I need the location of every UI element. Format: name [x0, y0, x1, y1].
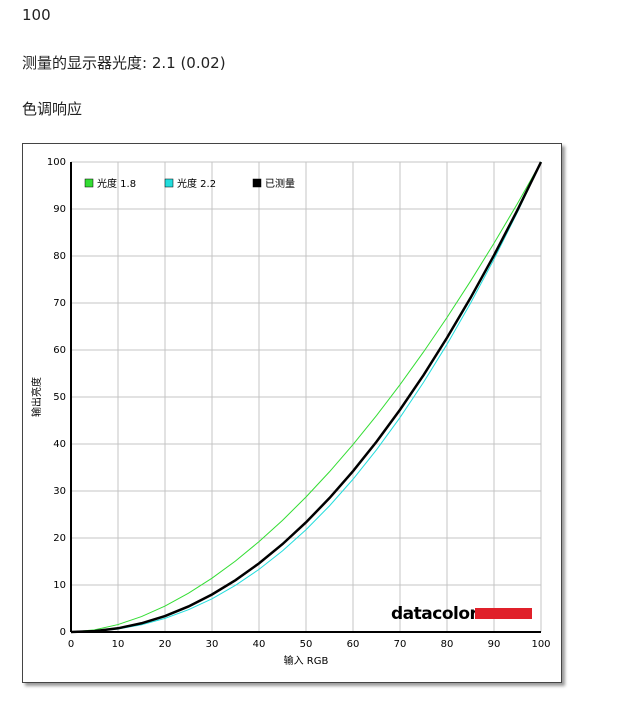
legend-swatch — [164, 178, 174, 188]
value-text: 100 — [22, 6, 51, 24]
x-tick-label: 30 — [206, 639, 219, 650]
x-tick-label: 100 — [531, 639, 550, 650]
y-tick-label: 10 — [53, 580, 66, 591]
series-line — [70, 161, 542, 633]
x-tick-label: 40 — [253, 639, 266, 650]
series-line — [70, 161, 542, 633]
y-tick-label: 0 — [60, 627, 66, 638]
legend-label: 光度 1.8 — [97, 177, 136, 190]
legend-label: 已测量 — [265, 177, 295, 190]
y-tick-label: 90 — [53, 204, 66, 215]
y-tick-label: 80 — [53, 251, 66, 262]
chart-frame: 0 10 20 30 40 50 60 70 80 90 100 0 10 20 30 40 50 60 70 80 9… — [22, 143, 562, 683]
legend-swatch — [84, 178, 94, 188]
series-line — [70, 161, 543, 634]
x-tick-label: 80 — [441, 639, 454, 650]
x-tick-label: 20 — [159, 639, 172, 650]
y-tick-label: 50 — [53, 392, 66, 403]
y-tick-label: 30 — [53, 486, 66, 497]
legend-label: 光度 2.2 — [177, 177, 216, 190]
gamma-text: 测量的显示器光度: 2.1 (0.02) — [22, 54, 226, 72]
y-tick-label: 40 — [53, 439, 66, 450]
x-tick-label: 70 — [394, 639, 407, 650]
y-tick-label: 100 — [47, 157, 66, 168]
chart: 0 10 20 30 40 50 60 70 80 90 100 0 10 20 30 40 50 60 70 80 9… — [30, 157, 551, 667]
legend-swatch — [252, 178, 262, 188]
x-tick-label: 10 — [112, 639, 125, 650]
x-tick-label: 60 — [347, 639, 360, 650]
x-tick-label: 0 — [68, 639, 74, 650]
logo-bar — [475, 608, 532, 619]
y-tick-label: 70 — [53, 298, 66, 309]
y-tick-label: 20 — [53, 533, 66, 544]
logo: datacolor — [391, 604, 479, 624]
section-title: 色调响应 — [22, 100, 83, 118]
x-axis-label: 输入 RGB — [284, 654, 329, 667]
y-tick-label: 60 — [53, 345, 66, 356]
x-tick-label: 50 — [300, 639, 313, 650]
x-tick-label: 90 — [488, 639, 501, 650]
y-axis-label: 输出亮度 — [30, 377, 43, 417]
